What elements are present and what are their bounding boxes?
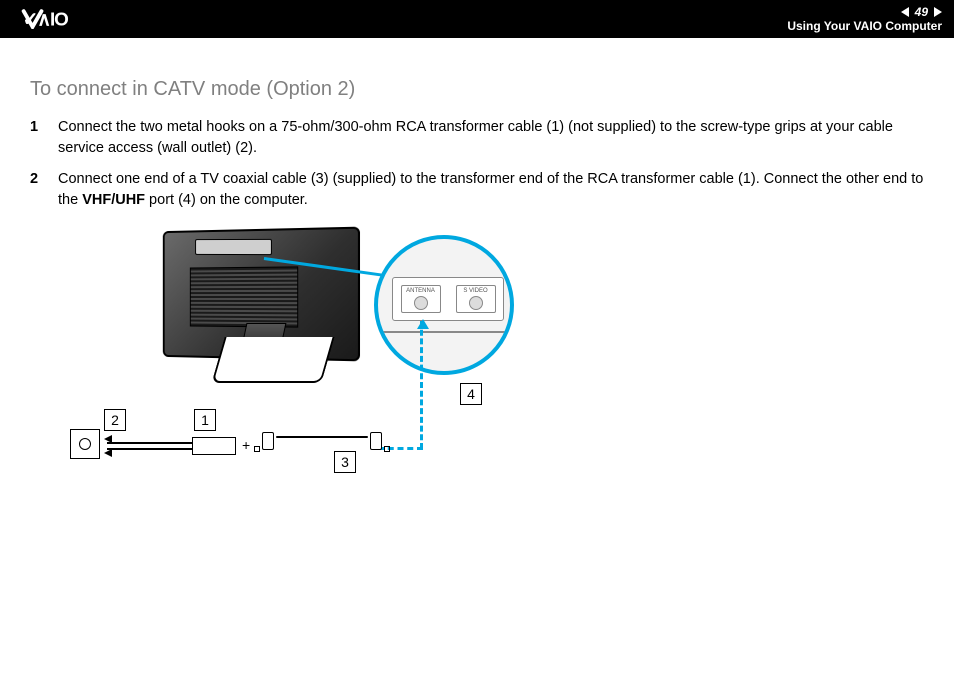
page-number: 49 — [915, 5, 928, 19]
svideo-label: S VIDEO — [463, 288, 487, 294]
callout-1: 1 — [194, 409, 216, 431]
vaio-logo: ✓∧IO — [12, 8, 122, 30]
page-content: To connect in CATV mode (Option 2) Conne… — [0, 38, 954, 489]
step-text: Connect the two metal hooks on a 75-ohm/… — [58, 119, 893, 156]
step-list: Connect the two metal hooks on a 75-ohm/… — [30, 117, 924, 211]
section-label: Using Your VAIO Computer — [787, 19, 942, 33]
svideo-port: S VIDEO — [456, 285, 496, 313]
step-item: Connect one end of a TV coaxial cable (3… — [30, 169, 924, 211]
antenna-port: ANTENNA — [401, 285, 441, 313]
svg-text:✓∧IO: ✓∧IO — [23, 10, 69, 29]
rca-transformer-illustration — [192, 437, 236, 455]
header-bar: ✓∧IO 49 Using Your VAIO Computer — [0, 0, 954, 38]
computer-back-illustration — [158, 229, 358, 384]
page-heading: To connect in CATV mode (Option 2) — [30, 78, 924, 101]
callout-2: 2 — [104, 409, 126, 431]
antenna-label: ANTENNA — [406, 288, 435, 294]
header-right: 49 Using Your VAIO Computer — [787, 5, 942, 34]
dashed-connector-arrow — [420, 321, 423, 449]
page-nav: 49 — [901, 5, 942, 19]
hook-arrows-icon — [104, 435, 118, 457]
callout-3: 3 — [334, 451, 356, 473]
prev-page-arrow-icon[interactable] — [901, 7, 909, 17]
plus-icon: + — [242, 437, 250, 453]
coax-cable-illustration — [262, 432, 382, 452]
step-text: Connect one end of a TV coaxial cable (3… — [58, 171, 923, 208]
step-item: Connect the two metal hooks on a 75-ohm/… — [30, 117, 924, 159]
wall-outlet-illustration — [70, 429, 100, 459]
connection-diagram: ANTENNA S VIDEO 1 2 3 4 + — [64, 229, 604, 489]
port-detail-circle: ANTENNA S VIDEO — [374, 235, 514, 375]
callout-4: 4 — [460, 383, 482, 405]
next-page-arrow-icon[interactable] — [934, 7, 942, 17]
